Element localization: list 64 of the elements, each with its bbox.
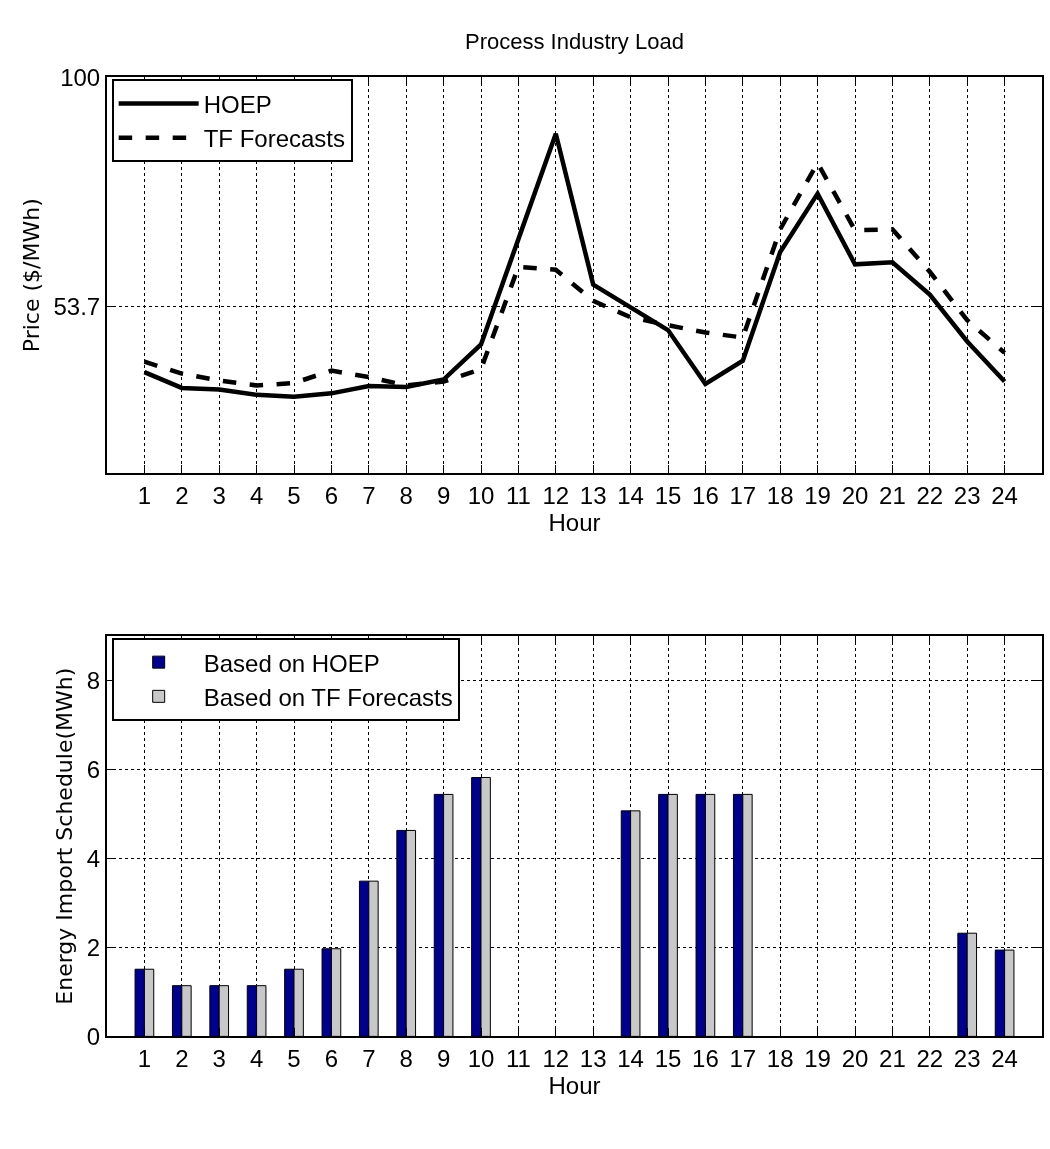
x-tick-label: 21: [879, 1045, 906, 1073]
x-tick-label: 24: [991, 481, 1018, 509]
x-tick-label: 2: [175, 1045, 189, 1073]
x-tick-label: 6: [324, 481, 339, 509]
x-tick-label: 10: [467, 481, 495, 509]
x-tick-label: 4: [249, 1045, 264, 1073]
x-tick-label: 8: [399, 481, 413, 509]
x-tick-label: 1: [137, 481, 152, 509]
x-tick-label: 11: [505, 481, 531, 509]
x-tick-label: 4: [249, 481, 264, 509]
x-tick-label: 9: [436, 481, 451, 509]
x-tick-label: 3: [212, 481, 226, 509]
x-tick-label: 20: [841, 481, 869, 509]
x-tick-label: 15: [654, 1045, 682, 1073]
x-tick-label: 7: [362, 1045, 376, 1073]
legend-label: TF Forecasts: [203, 125, 346, 153]
y-tick-label: 8: [86, 666, 101, 694]
x-tick-label: 16: [692, 481, 719, 509]
x-tick-label: 24: [991, 1045, 1018, 1073]
x-tick-label: 20: [841, 1045, 869, 1073]
y-tick-label: 100: [60, 63, 101, 91]
x-axis-title: Hour: [548, 508, 601, 536]
legend-label: Based on TF Forecasts: [203, 683, 453, 711]
x-tick-label: 22: [916, 1045, 944, 1073]
x-tick-label: 12: [542, 481, 570, 509]
x-tick-label: 23: [953, 481, 981, 509]
y-axis-title: Price ($/MWh): [18, 198, 44, 353]
x-tick-label: 5: [287, 1045, 301, 1073]
x-tick-label: 3: [212, 1045, 226, 1073]
x-tick-label: 23: [953, 1045, 981, 1073]
x-tick-label: 18: [766, 1045, 794, 1073]
y-tick-label: 0: [86, 1022, 101, 1050]
x-tick-label: 17: [729, 481, 757, 509]
legend-label: HOEP: [203, 90, 272, 118]
x-tick-label: 19: [804, 481, 831, 509]
x-tick-label: 9: [436, 1045, 451, 1073]
x-tick-label: 2: [175, 481, 189, 509]
legend-label: Based on HOEP: [203, 649, 380, 677]
x-tick-label: 19: [804, 1045, 831, 1073]
x-tick-label: 17: [729, 1045, 757, 1073]
x-tick-label: 5: [287, 481, 301, 509]
x-tick-label: 1: [137, 1045, 152, 1073]
y-tick-label: 4: [86, 844, 101, 872]
x-tick-label: 13: [579, 481, 607, 509]
x-tick-label: 6: [324, 1045, 339, 1073]
x-tick-label: 10: [467, 1045, 495, 1073]
x-tick-label: 7: [362, 481, 376, 509]
y-tick-label: 6: [86, 755, 101, 783]
x-tick-label: 16: [692, 1045, 719, 1073]
x-tick-label: 22: [916, 481, 944, 509]
y-tick-label: 53.7: [53, 292, 101, 320]
x-tick-label: 14: [617, 1045, 644, 1073]
x-tick-label: 18: [766, 481, 794, 509]
x-tick-label: 13: [579, 1045, 607, 1073]
x-axis-title: Hour: [548, 1072, 601, 1100]
chart-title: Process Industry Load: [465, 29, 684, 54]
x-tick-label: 14: [617, 481, 644, 509]
x-tick-label: 8: [399, 1045, 413, 1073]
y-tick-label: 2: [86, 933, 101, 961]
x-tick-label: 12: [542, 1045, 570, 1073]
y-axis-title: Energy Import Schedule(MWh): [52, 667, 78, 1005]
x-tick-label: 15: [654, 481, 682, 509]
x-tick-label: 11: [505, 1045, 531, 1073]
x-tick-label: 21: [879, 481, 906, 509]
